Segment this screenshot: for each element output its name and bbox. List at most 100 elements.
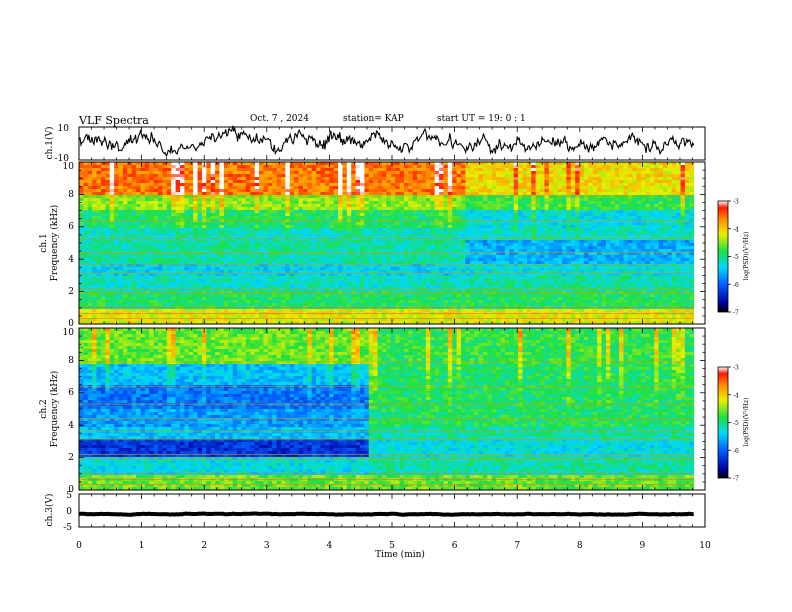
spectrogram-cell [285, 228, 291, 232]
spectrogram-cell [333, 285, 339, 289]
spectrogram-cell [421, 303, 427, 307]
spectrogram-cell [158, 195, 163, 199]
spectrogram-cell [461, 261, 466, 265]
spectrogram-cell [210, 168, 216, 172]
spectrogram-cell [267, 207, 273, 211]
spectrogram-cell [105, 162, 111, 166]
spectrogram-cell [79, 180, 84, 184]
spectrogram-cell [105, 222, 111, 226]
spectrogram-cell [425, 282, 431, 286]
spectrogram-cell [92, 315, 97, 319]
spectrogram-cell [461, 162, 466, 166]
spectrogram-cell [395, 216, 400, 220]
spectrogram-cell [197, 267, 203, 271]
spectrogram-cell [408, 276, 414, 280]
spectrogram-cell [267, 171, 273, 175]
spectrogram-cell [87, 291, 93, 295]
spectrogram-cell [461, 180, 466, 184]
spectrogram-cell [92, 189, 97, 193]
spectrogram-cell [96, 309, 102, 313]
spectrogram-cell [193, 261, 198, 265]
spectrogram-cell [131, 291, 137, 295]
spectrogram-cell [364, 282, 370, 286]
spectrogram-cell [263, 276, 269, 280]
spectrogram-cell [307, 219, 313, 223]
spectrogram-cell [179, 204, 185, 208]
spectrogram-cell [456, 210, 462, 214]
spectrogram-cell [425, 294, 431, 298]
spectrogram-cell [364, 234, 370, 238]
spectrogram-cell [83, 234, 89, 238]
spectrogram-cell [355, 204, 361, 208]
spectrogram-cell [114, 228, 119, 232]
spectrogram-cell [408, 177, 414, 181]
spectrogram-cell [105, 273, 111, 277]
spectrogram-cell [302, 198, 308, 202]
spectrogram-cell [285, 270, 291, 274]
spectrogram-cell [158, 261, 163, 265]
spectrogram-cell [465, 186, 471, 190]
spectrogram-cell [368, 174, 374, 178]
spectrogram-cell [228, 291, 234, 295]
spectrogram-cell [215, 303, 220, 307]
spectrogram-cell [368, 261, 374, 265]
spectrogram-cell [79, 300, 84, 304]
spectrogram-cell [92, 201, 97, 205]
spectrogram-cell [140, 165, 146, 169]
spectrogram-cell [285, 183, 291, 187]
spectrogram-cell [136, 198, 141, 202]
spectrogram-cell [408, 228, 414, 232]
spectrogram-cell [395, 198, 400, 202]
spectrogram-cell [197, 234, 203, 238]
spectrogram-cell [364, 297, 370, 301]
spectrogram-cell [452, 225, 458, 229]
spectrogram-cell [100, 318, 106, 322]
spectrogram-cell [188, 219, 194, 223]
spectrogram-cell [316, 255, 321, 259]
spectrogram-cell [320, 300, 326, 304]
spectrogram-cell [395, 222, 400, 226]
spectrogram-cell [447, 219, 453, 223]
spectrogram-cell [289, 300, 295, 304]
spectrogram-cell [232, 195, 238, 199]
spectrogram-cell [118, 261, 124, 265]
spectrogram-cell [109, 288, 115, 292]
spectrogram-cell [109, 303, 115, 307]
spectrogram-cell [412, 165, 418, 169]
spectrogram-cell [131, 231, 137, 235]
spectrogram-cell [399, 174, 405, 178]
spectrogram-cell [421, 318, 427, 322]
spectrogram-cell [355, 177, 361, 181]
spectrogram-cell [144, 219, 150, 223]
spectrogram-cell [280, 258, 286, 262]
spectrogram-cell [149, 315, 155, 319]
spectrogram-cell [254, 276, 260, 280]
spectrogram-cell [201, 171, 207, 175]
spectrogram-cell [342, 198, 348, 202]
spectrogram-cell [92, 192, 97, 196]
spectrogram-cell [338, 207, 343, 211]
spectrogram-cell [408, 246, 414, 250]
spectrogram-cell [179, 255, 185, 259]
spectrogram-cell [131, 195, 137, 199]
spectrogram-cell [87, 258, 93, 262]
spectrogram-cell [285, 318, 291, 322]
spectrogram-cell [162, 267, 168, 271]
spectrogram-cell [329, 168, 335, 172]
spectrogram-cell [417, 267, 422, 271]
spectrogram-cell [434, 219, 440, 223]
spectrogram-cell [162, 261, 168, 265]
spectrogram-cell [355, 246, 361, 250]
spectrogram-cell [425, 255, 431, 259]
spectrogram-cell [386, 252, 392, 256]
spectrogram-cell [136, 288, 141, 292]
spectrogram-cell [127, 246, 133, 250]
spectrogram-cell [289, 174, 295, 178]
spectrogram-cell [201, 204, 207, 208]
spectrogram-cell [83, 207, 89, 211]
spectrogram-cell [158, 270, 163, 274]
spectrogram-cell [96, 225, 102, 229]
spectrogram-cell [443, 189, 449, 193]
spectrogram-cell [122, 165, 128, 169]
spectrogram-cell [465, 162, 471, 166]
